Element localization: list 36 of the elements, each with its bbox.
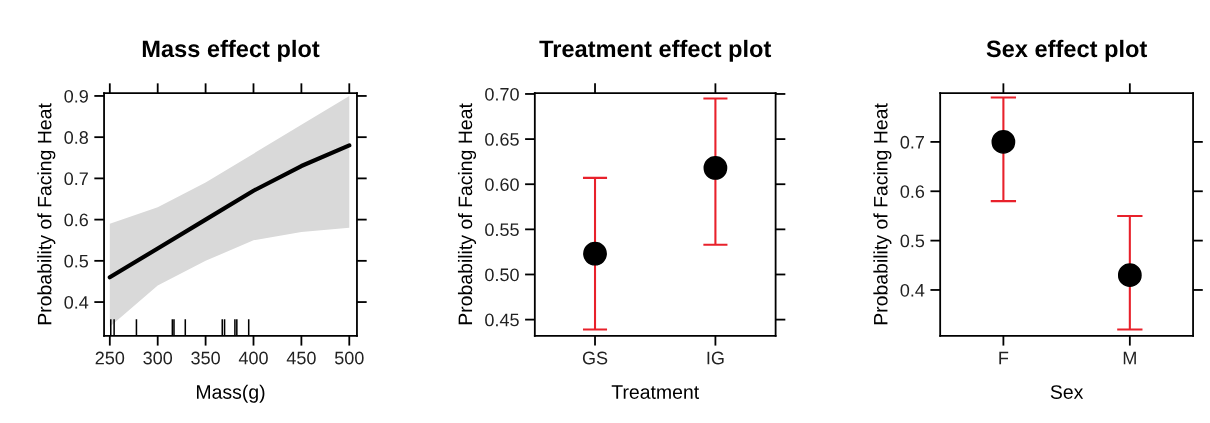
x-axis-title: Mass(g) (196, 384, 265, 403)
x-tick-label: 450 (286, 351, 316, 365)
chart-title: Sex effect plot (986, 39, 1148, 62)
y-axis-title: Probability of Facing Heat (457, 103, 477, 325)
y-axis-title: Probability of Facing Heat (37, 103, 56, 325)
x-tick-label: GS (582, 351, 608, 365)
line-series (107, 143, 352, 280)
y-tick-label: 0.50 (485, 268, 519, 282)
y-tick-label: 0.8 (64, 131, 88, 144)
y-tick-label: 0.45 (485, 313, 519, 327)
x-tick-label: F (999, 351, 1009, 365)
chart-title: Mass effect plot (142, 39, 320, 62)
y-tick-label: 0.65 (485, 133, 519, 146)
y-tick-label: 0.7 (64, 172, 88, 186)
y-tick-label: 0.9 (64, 89, 88, 103)
y-tick-label: 0.4 (900, 283, 925, 297)
y-tick-label: 0.70 (485, 87, 519, 101)
y-axis-title: Probability of Facing Heat (873, 103, 892, 325)
x-tick-label: 300 (143, 351, 173, 365)
x-axis-title: Sex (1050, 385, 1084, 399)
x-tick-label: 500 (334, 351, 364, 365)
x-tick-label: M (1123, 351, 1136, 365)
x-tick-label: IG (707, 351, 724, 365)
x-tick-label: 350 (191, 351, 220, 365)
x-axis-title: Treatment (611, 385, 700, 399)
y-tick-label: 0.5 (64, 254, 89, 268)
y-tick-label: 0.55 (485, 223, 519, 237)
y-tick-label: 0.6 (900, 185, 925, 198)
y-tick-label: 0.4 (64, 295, 89, 309)
y-tick-label: 0.6 (64, 213, 88, 227)
y-tick-label: 0.5 (900, 234, 925, 248)
y-tick-label: 0.7 (900, 135, 924, 149)
chart-title: Treatment effect plot (539, 39, 772, 62)
y-tick-label: 0.60 (485, 178, 519, 191)
x-tick-label: 400 (238, 351, 268, 365)
x-tick-label: 250 (95, 351, 125, 365)
